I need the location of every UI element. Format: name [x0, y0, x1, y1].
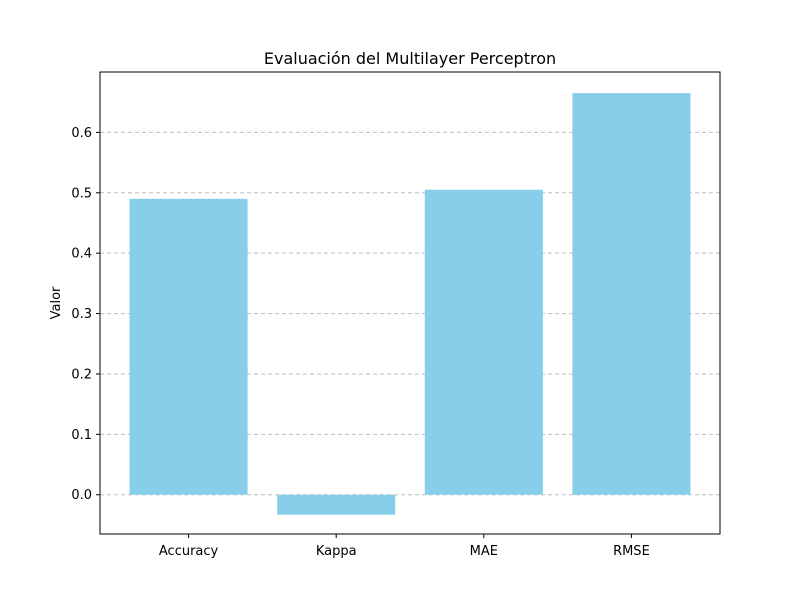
bars [129, 93, 691, 515]
x-tick-label: MAE [470, 544, 498, 559]
chart-title: Evaluación del Multilayer Perceptron [264, 49, 556, 68]
y-axis-label: Valor [49, 286, 64, 319]
y-axis-ticks: 0.0 0.1 0.2 0.3 0.4 0.5 0.6 [71, 126, 100, 503]
x-tick-label: RMSE [613, 544, 650, 559]
x-tick-label: Kappa [316, 544, 357, 559]
bar-accuracy [129, 198, 248, 495]
x-tick-label: Accuracy [159, 544, 219, 559]
grid-lines [100, 131, 720, 496]
bar-mae [424, 189, 543, 495]
y-tick-label: 0.0 [71, 488, 92, 503]
y-tick-label: 0.1 [71, 428, 92, 443]
x-axis-ticks: Accuracy Kappa MAE RMSE [159, 534, 650, 559]
y-tick-label: 0.2 [71, 367, 92, 382]
y-tick-label: 0.3 [71, 307, 92, 322]
y-tick-label: 0.5 [71, 186, 92, 201]
y-tick-label: 0.6 [71, 126, 92, 141]
bar-rmse [572, 93, 691, 495]
plot-frame [99, 71, 721, 535]
bar-kappa [277, 494, 396, 515]
y-tick-label: 0.4 [71, 247, 92, 262]
